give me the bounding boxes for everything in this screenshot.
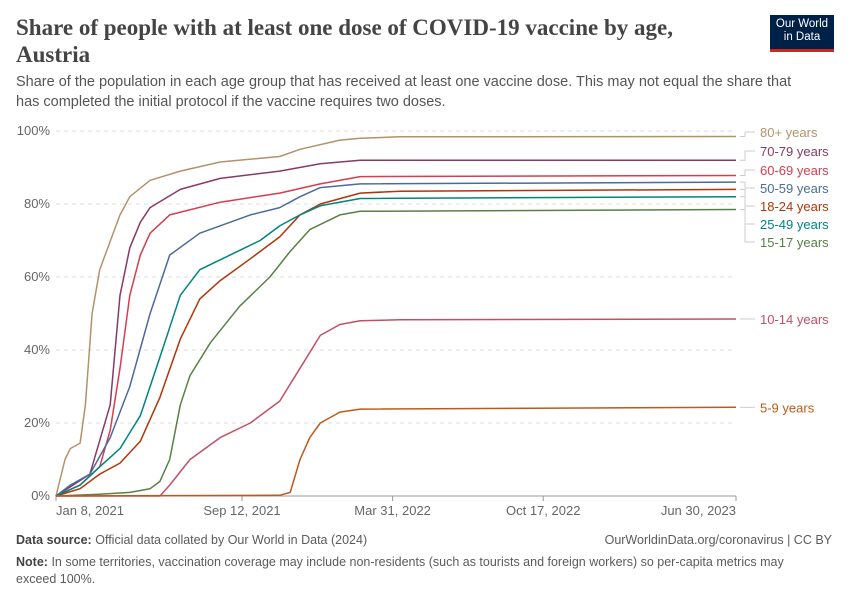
x-tick-label: Mar 31, 2022 [354,503,431,518]
label-connector [740,181,755,189]
chart-title: Share of people with at least one dose o… [16,15,673,67]
series-line [55,174,737,497]
series-line [55,195,737,497]
series-line [56,318,737,497]
source-text: Official data collated by Our World in D… [95,533,368,547]
series-label: 10-14 years [760,312,829,327]
series-line [55,181,737,497]
chart-subtitle: Share of the population in each age grou… [16,74,792,110]
y-tick-label: 40% [24,342,50,357]
x-tick-label: Jun 30, 2023 [661,503,736,518]
label-connector [740,208,755,243]
series-label: 18-24 years [760,199,829,214]
series-line [55,188,737,497]
y-tick-label: 80% [24,196,50,211]
source-url[interactable]: OurWorldinData.org/coronavirus | CC BY [604,533,832,547]
series-label: 25-49 years [760,217,829,232]
y-tick-label: 100% [17,123,51,138]
label-connector [740,150,755,161]
note-label: Note: [16,555,48,569]
series-line [55,135,737,497]
x-tick-label: Sep 12, 2021 [203,503,280,518]
label-connector [740,196,755,225]
label-connector [740,131,755,137]
series-label: 60-69 years [760,163,829,178]
series-label: 15-17 years [760,235,829,250]
source-label: Data source: [16,533,92,547]
series-line [55,159,736,497]
y-tick-label: 20% [24,415,50,430]
label-connector [740,169,755,177]
y-tick-label: 0% [31,488,50,503]
note: Note: In some territories, vaccination c… [16,554,816,588]
label-connector [740,188,755,207]
y-tick-label: 60% [24,269,50,284]
note-text: In some territories, vaccination coverag… [16,555,784,586]
series-label: 80+ years [760,125,818,140]
series-line [55,208,737,497]
data-source: Data source: Official data collated by O… [16,533,367,547]
series-label: 70-79 years [760,144,829,159]
series-label: 5-9 years [760,400,815,415]
owid-logo[interactable]: Our World in Data [770,15,834,52]
x-tick-label: Oct 17, 2022 [506,503,580,518]
series-label: 50-59 years [760,181,829,196]
x-tick-label: Jan 8, 2021 [56,503,124,518]
series-line [55,406,737,497]
